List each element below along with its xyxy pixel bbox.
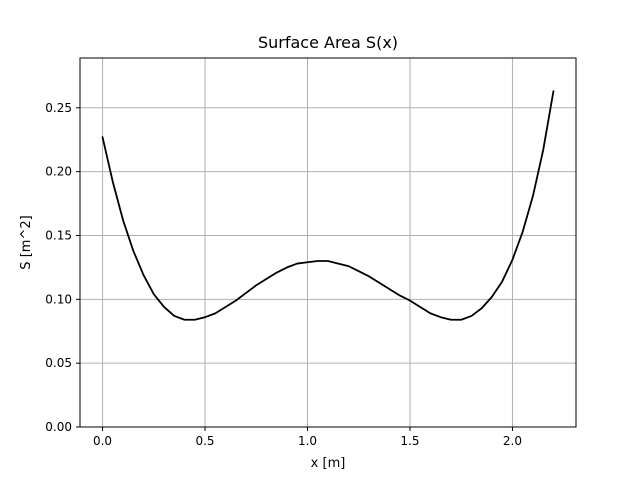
y-tick-label: 0.20 xyxy=(45,165,72,179)
series-layer xyxy=(101,90,555,321)
grid xyxy=(80,58,576,428)
y-tick-label: 0.15 xyxy=(45,228,72,242)
x-tick-label: 2.0 xyxy=(503,434,522,448)
series-line xyxy=(101,90,555,321)
y-tick-label: 0.10 xyxy=(45,292,72,306)
y-tick-label: 0.00 xyxy=(45,420,72,434)
y-tick-label: 0.25 xyxy=(45,101,72,115)
x-tick-label: 1.0 xyxy=(298,434,317,448)
y-axis-label: S [m^2] xyxy=(19,215,34,269)
x-tick-label: 1.5 xyxy=(400,434,419,448)
x-axis-label: x [m] xyxy=(311,456,346,471)
chart-title: Surface Area S(x) xyxy=(258,33,398,52)
x-tick-label: 0.0 xyxy=(93,434,112,448)
axes-frame xyxy=(79,57,577,428)
y-tick-label: 0.05 xyxy=(45,356,72,370)
ticks: 0.0 0.5 1.0 1.5 2.0 0.00 0.05 0.10 0.15 0.20 0.25 xyxy=(45,101,522,448)
x-tick-label: 0.5 xyxy=(195,434,214,448)
